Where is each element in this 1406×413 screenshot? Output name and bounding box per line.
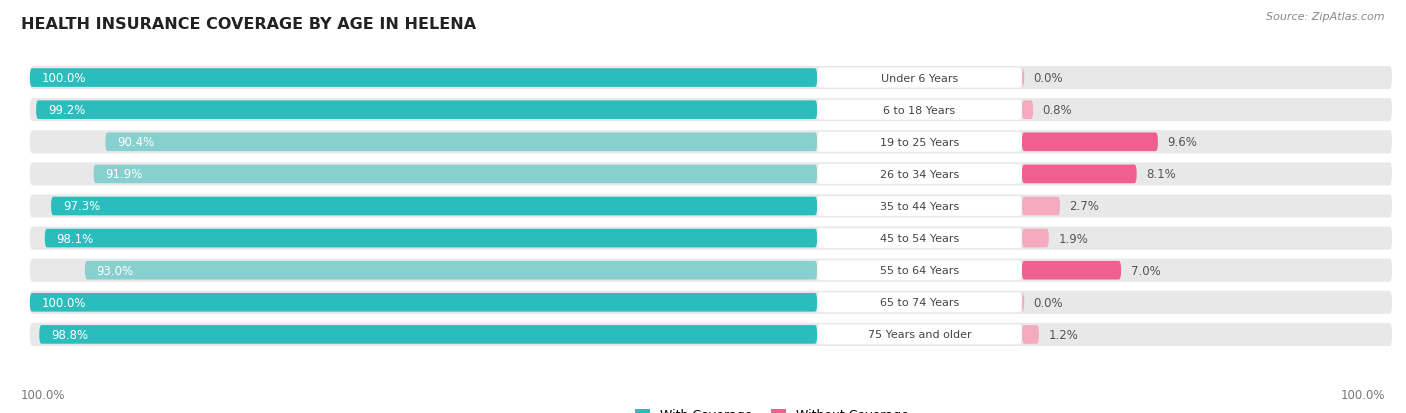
Text: 8.1%: 8.1% [1146, 168, 1175, 181]
FancyBboxPatch shape [30, 227, 1392, 250]
Text: 19 to 25 Years: 19 to 25 Years [880, 138, 959, 147]
FancyBboxPatch shape [817, 164, 1022, 184]
FancyBboxPatch shape [1022, 325, 1039, 344]
Text: 9.6%: 9.6% [1167, 136, 1198, 149]
Text: 100.0%: 100.0% [42, 72, 86, 85]
FancyBboxPatch shape [1022, 101, 1033, 120]
FancyBboxPatch shape [30, 323, 1392, 346]
FancyBboxPatch shape [30, 163, 1392, 186]
Text: 0.0%: 0.0% [1033, 296, 1063, 309]
FancyBboxPatch shape [30, 259, 1392, 282]
Text: Source: ZipAtlas.com: Source: ZipAtlas.com [1267, 12, 1385, 22]
FancyBboxPatch shape [817, 229, 1022, 249]
Text: 97.3%: 97.3% [63, 200, 100, 213]
FancyBboxPatch shape [30, 291, 1392, 314]
FancyBboxPatch shape [1022, 293, 1024, 312]
FancyBboxPatch shape [51, 197, 817, 216]
Text: 45 to 54 Years: 45 to 54 Years [880, 233, 959, 244]
Text: 98.8%: 98.8% [51, 328, 89, 341]
FancyBboxPatch shape [37, 101, 817, 120]
FancyBboxPatch shape [1022, 229, 1049, 248]
FancyBboxPatch shape [1022, 133, 1159, 152]
Text: 7.0%: 7.0% [1130, 264, 1160, 277]
Text: 65 to 74 Years: 65 to 74 Years [880, 298, 959, 308]
FancyBboxPatch shape [39, 325, 817, 344]
FancyBboxPatch shape [30, 67, 1392, 90]
Text: 2.7%: 2.7% [1070, 200, 1099, 213]
Text: 1.9%: 1.9% [1059, 232, 1088, 245]
Text: 100.0%: 100.0% [21, 388, 66, 401]
FancyBboxPatch shape [30, 195, 1392, 218]
FancyBboxPatch shape [1022, 165, 1136, 184]
Legend: With Coverage, Without Coverage: With Coverage, Without Coverage [630, 404, 914, 413]
Text: 98.1%: 98.1% [56, 232, 94, 245]
Text: 0.0%: 0.0% [1033, 72, 1063, 85]
FancyBboxPatch shape [817, 133, 1022, 152]
FancyBboxPatch shape [817, 325, 1022, 344]
Text: Under 6 Years: Under 6 Years [882, 74, 957, 83]
Text: 6 to 18 Years: 6 to 18 Years [883, 105, 956, 115]
Text: 1.2%: 1.2% [1049, 328, 1078, 341]
FancyBboxPatch shape [30, 293, 817, 312]
FancyBboxPatch shape [94, 165, 817, 184]
FancyBboxPatch shape [1022, 261, 1121, 280]
FancyBboxPatch shape [30, 69, 817, 88]
Text: 55 to 64 Years: 55 to 64 Years [880, 266, 959, 275]
FancyBboxPatch shape [817, 261, 1022, 280]
FancyBboxPatch shape [1022, 69, 1024, 88]
FancyBboxPatch shape [1022, 197, 1060, 216]
FancyBboxPatch shape [45, 229, 817, 248]
FancyBboxPatch shape [817, 100, 1022, 120]
Text: HEALTH INSURANCE COVERAGE BY AGE IN HELENA: HEALTH INSURANCE COVERAGE BY AGE IN HELE… [21, 17, 477, 31]
Text: 26 to 34 Years: 26 to 34 Years [880, 169, 959, 180]
Text: 100.0%: 100.0% [42, 296, 86, 309]
Text: 90.4%: 90.4% [117, 136, 155, 149]
FancyBboxPatch shape [84, 261, 817, 280]
FancyBboxPatch shape [105, 133, 817, 152]
FancyBboxPatch shape [817, 69, 1022, 88]
Text: 35 to 44 Years: 35 to 44 Years [880, 202, 959, 211]
Text: 93.0%: 93.0% [97, 264, 134, 277]
Text: 99.2%: 99.2% [48, 104, 86, 117]
Text: 100.0%: 100.0% [1340, 388, 1385, 401]
Text: 75 Years and older: 75 Years and older [868, 330, 972, 339]
Text: 0.8%: 0.8% [1043, 104, 1073, 117]
FancyBboxPatch shape [817, 197, 1022, 216]
FancyBboxPatch shape [30, 131, 1392, 154]
Text: 91.9%: 91.9% [105, 168, 143, 181]
FancyBboxPatch shape [30, 99, 1392, 122]
FancyBboxPatch shape [817, 293, 1022, 313]
